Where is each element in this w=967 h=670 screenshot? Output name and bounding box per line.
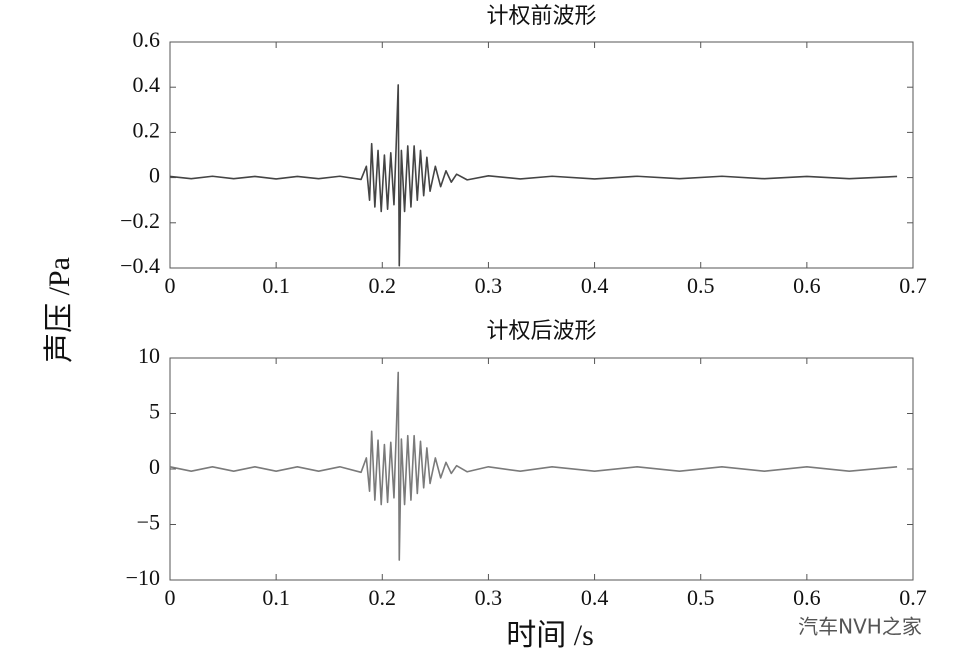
x-tick-label: 0.2 <box>369 273 397 298</box>
y-tick-label: 0.4 <box>133 72 161 97</box>
x-tick-label: 0.4 <box>581 585 609 610</box>
x-tick-label: 0 <box>165 273 176 298</box>
x-tick-label: 0.3 <box>475 273 503 298</box>
x-tick-label: 0.3 <box>475 585 503 610</box>
x-tick-label: 0.5 <box>687 273 715 298</box>
y-tick-label: 0.6 <box>133 27 161 52</box>
x-tick-label: 0.5 <box>687 585 715 610</box>
chart-title: 计权前波形 <box>486 3 596 28</box>
x-tick-label: 0.1 <box>262 585 290 610</box>
y-tick-label: 0 <box>149 454 160 479</box>
watermark: 汽车NVH之家 <box>798 615 922 639</box>
x-tick-label: 0.6 <box>793 273 821 298</box>
plot-frame <box>169 41 914 269</box>
y-tick-label: −5 <box>137 510 160 535</box>
x-axis-label: 时间 /s <box>506 619 594 652</box>
waveform-line <box>169 371 898 561</box>
y-tick-label: 0 <box>149 163 160 188</box>
x-tick-label: 0.6 <box>793 585 821 610</box>
x-tick-label: 0.2 <box>369 585 397 610</box>
x-tick-label: 0.7 <box>899 585 927 610</box>
y-tick-label: −10 <box>126 565 160 590</box>
x-tick-label: 0.1 <box>262 273 290 298</box>
y-tick-label: 10 <box>138 343 160 368</box>
chart-title: 计权后波形 <box>486 318 596 343</box>
y-tick-label: −0.2 <box>120 208 160 233</box>
waveform-line <box>169 84 898 267</box>
x-tick-label: 0.4 <box>581 273 609 298</box>
y-tick-label: −0.4 <box>120 253 160 278</box>
y-tick-label: 5 <box>149 399 160 424</box>
y-tick-label: 0.2 <box>133 117 161 142</box>
x-tick-label: 0 <box>165 585 176 610</box>
y-axis-label: 声压 /Pa <box>43 257 76 363</box>
x-tick-label: 0.7 <box>899 273 927 298</box>
